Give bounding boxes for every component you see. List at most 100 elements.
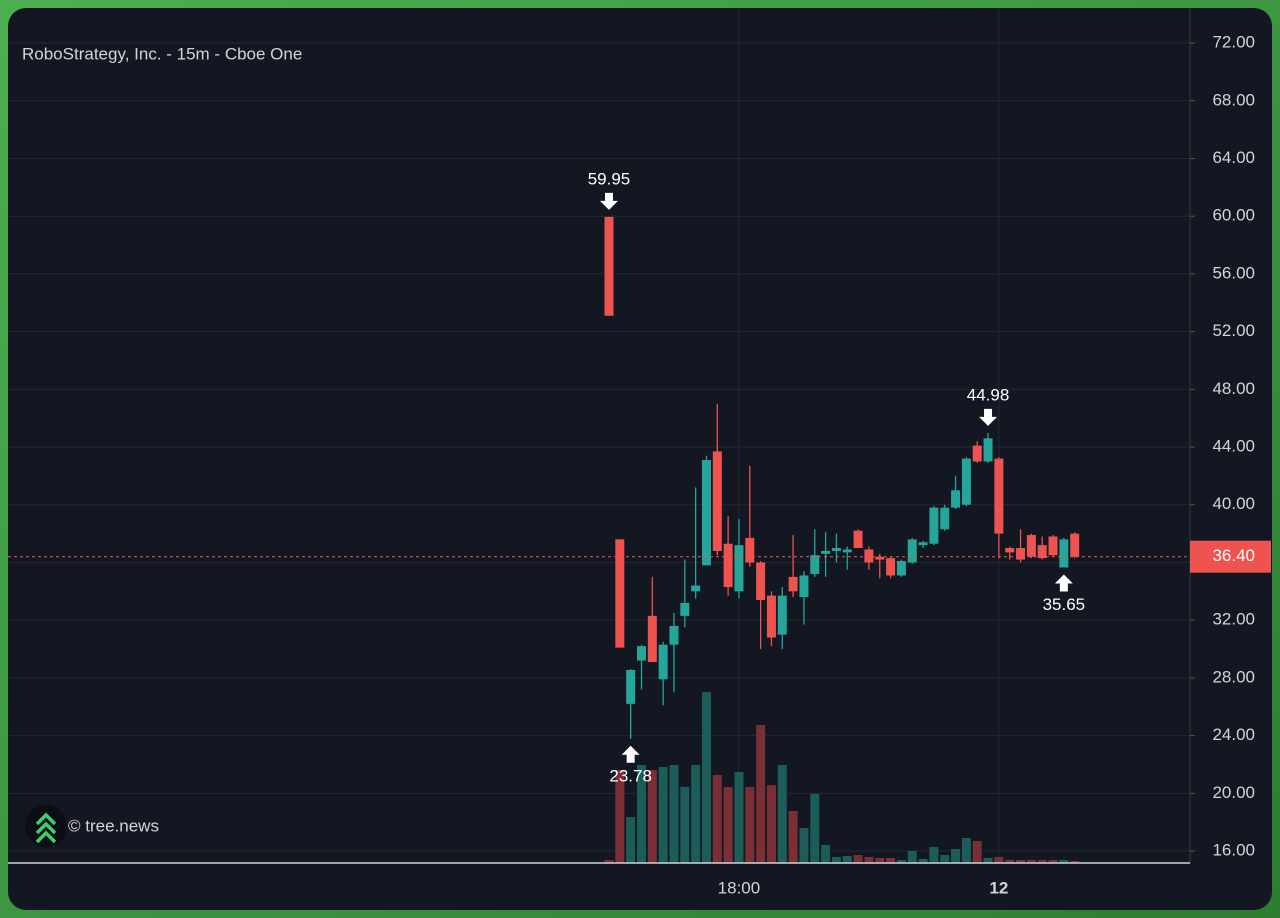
volume-bar — [886, 858, 896, 863]
x-tick-label: 12 — [989, 878, 1008, 897]
plot-area — [8, 8, 1190, 863]
panel — [8, 8, 1272, 910]
candle-body — [788, 576, 798, 592]
volume-bar — [734, 772, 744, 863]
candle-body — [691, 585, 701, 592]
volume-bar — [810, 794, 820, 863]
volume-bar — [907, 851, 917, 863]
last-price-box — [1190, 540, 1271, 573]
y-tick-label: 72.00 — [1212, 33, 1255, 52]
volume-bar — [864, 857, 874, 863]
volume-bar — [691, 765, 701, 863]
arrow-down — [979, 408, 998, 426]
y-tick-label: 52.00 — [1212, 321, 1255, 340]
volume-bar — [875, 858, 885, 863]
volume-bar — [658, 767, 668, 863]
arrow-up — [621, 745, 640, 763]
volume-bar — [669, 765, 679, 863]
candle-body — [907, 539, 917, 563]
y-tick-label: 40.00 — [1212, 494, 1255, 513]
candle-body — [669, 625, 679, 645]
candle-body — [940, 507, 950, 530]
candle-body — [615, 539, 625, 648]
candle-body — [1005, 548, 1015, 553]
annotation-label: 23.78 — [609, 766, 652, 785]
candle-body — [1070, 533, 1080, 557]
candle-body — [734, 545, 744, 592]
volume-bar — [1005, 860, 1015, 863]
volume-bar — [994, 857, 1004, 863]
y-tick-label: 56.00 — [1212, 263, 1255, 282]
volume-bar — [1048, 860, 1058, 863]
candle-body — [1037, 545, 1047, 559]
candle-body — [799, 575, 809, 598]
volume-bar — [756, 725, 766, 863]
candle-body — [604, 216, 614, 316]
volume-bar — [918, 859, 928, 863]
candle-body — [929, 507, 939, 544]
candle-body — [972, 445, 982, 462]
volume-bar — [636, 765, 646, 863]
volume-bar — [1059, 860, 1069, 863]
y-tick-label: 48.00 — [1212, 379, 1255, 398]
candle-body — [756, 562, 766, 600]
volume-bar — [821, 845, 831, 863]
volume-bar — [1016, 860, 1026, 863]
volume-bar — [831, 857, 841, 863]
y-tick-label: 64.00 — [1212, 148, 1255, 167]
volume-bar — [896, 860, 906, 863]
candle-body — [712, 451, 722, 551]
logo-icon — [35, 812, 57, 844]
volume-bar — [983, 858, 993, 863]
annotation-label: 44.98 — [967, 385, 1010, 404]
candle-body — [1026, 535, 1036, 557]
volume-bar — [929, 847, 939, 863]
candle-body — [810, 555, 820, 575]
candle-body — [745, 537, 755, 563]
watermark: © tree.news — [68, 816, 159, 835]
candle-body — [831, 548, 841, 551]
volume-bar — [626, 817, 636, 863]
chart-title: RoboStrategy, Inc. - 15m - Cboe One — [22, 44, 302, 63]
candle-body — [658, 644, 668, 680]
candle-body — [886, 558, 896, 576]
candle-body — [896, 561, 906, 576]
candle-body — [701, 460, 711, 566]
volume-bar — [972, 841, 982, 863]
y-tick-label: 44.00 — [1212, 437, 1255, 456]
volume-bar — [1037, 860, 1047, 863]
candle-body — [918, 542, 928, 546]
y-tick-label: 68.00 — [1212, 90, 1255, 109]
volume-bar — [680, 787, 690, 863]
arrow-up — [1054, 574, 1073, 592]
candle-body — [842, 549, 852, 553]
candle-body — [766, 595, 776, 638]
x-tick-label: 18:00 — [718, 878, 761, 897]
annotation-label: 59.95 — [588, 169, 631, 188]
candle-body — [864, 549, 874, 563]
volume-bar — [1070, 861, 1080, 863]
volume-bar — [853, 855, 863, 863]
candle-body — [1048, 536, 1058, 556]
volume-bar — [647, 770, 657, 863]
volume-bar — [604, 860, 614, 863]
last-price-label: 36.40 — [1212, 546, 1255, 565]
candle-body — [951, 490, 961, 508]
candle-body — [723, 543, 733, 587]
volume-bar — [951, 849, 961, 863]
volume-bar — [615, 770, 625, 863]
y-tick-label: 20.00 — [1212, 783, 1255, 802]
candle-body — [1016, 548, 1026, 560]
y-tick-label: 16.00 — [1212, 841, 1255, 860]
annotation-label: 35.65 — [1043, 595, 1086, 614]
volume-bar — [961, 838, 971, 863]
volume-bar — [1026, 860, 1036, 863]
volume-bar — [799, 828, 809, 863]
volume-bar — [777, 765, 787, 863]
candle-body — [777, 595, 787, 635]
candle-body — [994, 458, 1004, 534]
candle-body — [636, 646, 646, 661]
candle-body — [983, 438, 993, 462]
y-tick-label: 28.00 — [1212, 667, 1255, 686]
